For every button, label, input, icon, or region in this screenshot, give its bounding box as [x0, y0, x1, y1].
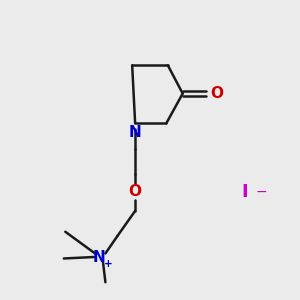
Text: N: N	[129, 125, 142, 140]
Text: O: O	[129, 184, 142, 199]
Text: O: O	[210, 86, 223, 101]
Text: N: N	[93, 250, 106, 265]
Text: I: I	[242, 183, 248, 201]
Text: +: +	[103, 260, 112, 269]
Text: −: −	[256, 184, 267, 199]
